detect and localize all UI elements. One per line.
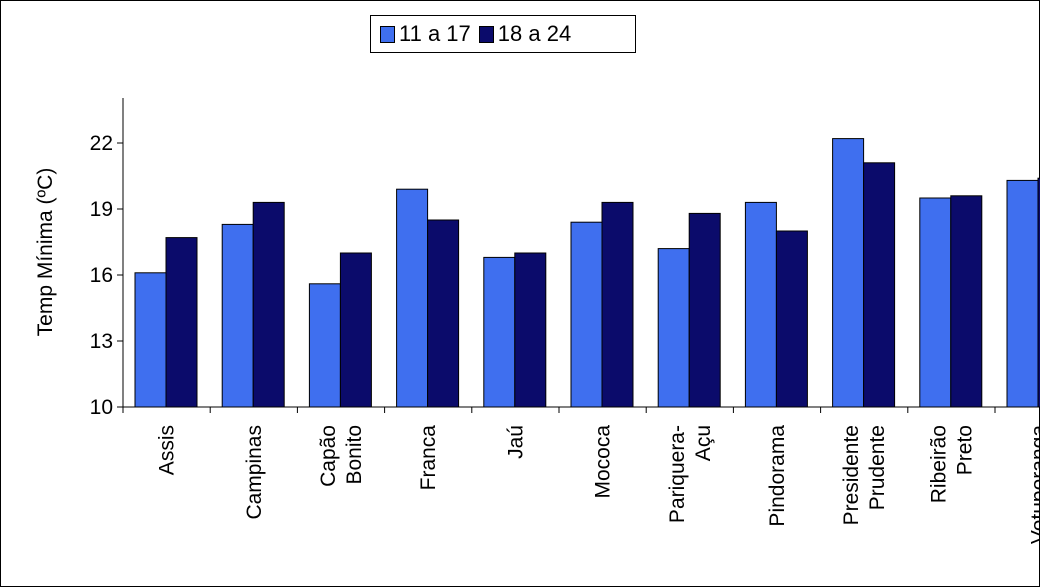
bar-series-1: [744, 201, 777, 408]
bar-series-2: [688, 212, 721, 408]
x-category-label: Assis: [156, 425, 179, 475]
bar-series-1: [221, 223, 254, 408]
x-axis: [122, 406, 1040, 413]
bar-series-2: [775, 230, 808, 408]
bar-series-1: [1006, 179, 1039, 408]
x-category-label: Bonito: [343, 425, 366, 485]
legend-item-series-1: 11 a 17: [380, 21, 471, 47]
x-category-label: Presidente: [840, 425, 863, 525]
x-category-label: Pariquera-: [666, 425, 689, 523]
bar-series-1: [308, 283, 341, 408]
y-tick-label: 13: [90, 330, 113, 353]
bar-series-2: [427, 219, 460, 408]
legend-label: 11 a 17: [399, 21, 471, 46]
x-category-label: Preto: [953, 425, 976, 475]
legend-swatch: [380, 25, 395, 43]
y-tick-label: 10: [90, 396, 113, 419]
legend-label: 18 a 24: [497, 21, 572, 46]
y-tick-label: 16: [90, 264, 113, 287]
legend-item-series-2: 18 a 24: [478, 21, 572, 47]
legend: 11 a 17 18 a 24: [370, 15, 636, 53]
bar-series-1: [657, 248, 690, 408]
bar-series-2: [165, 237, 198, 408]
bar-series-2: [863, 162, 896, 408]
x-category-label: Votuporanga: [1028, 425, 1040, 544]
x-category-label: Jaú: [504, 425, 527, 459]
bar-series-2: [1037, 177, 1040, 408]
x-category-label: Capão: [317, 425, 340, 487]
legend-swatch: [478, 25, 494, 43]
x-category-label: Mococa: [592, 425, 615, 499]
y-axis: 10 13 16 19 22: [90, 98, 124, 419]
x-category-label: Prudente: [866, 425, 889, 510]
x-category-label: Açu: [692, 425, 715, 461]
bars: [134, 138, 1040, 408]
bar-series-1: [134, 272, 167, 408]
x-category-label: Franca: [417, 425, 440, 491]
bar-series-2: [339, 252, 372, 408]
y-tick-label: 22: [90, 132, 113, 155]
bar-series-2: [950, 195, 983, 408]
bar-series-1: [396, 188, 429, 408]
bar-series-1: [570, 221, 603, 408]
y-axis-title: Temp Mínima (ºC): [34, 168, 57, 337]
bar-series-2: [601, 201, 634, 408]
y-tick-label: 19: [90, 198, 113, 221]
bar-series-2: [514, 252, 547, 408]
category-labels: Assis Campinas Capão Bonito Franca Jaú Mococa P…: [156, 425, 1040, 544]
x-category-label: Ribeirão: [927, 425, 950, 503]
x-category-label: Pindorama: [766, 425, 789, 527]
bar-series-1: [832, 138, 865, 408]
bar-series-2: [252, 201, 285, 408]
x-category-label: Campinas: [243, 425, 266, 520]
bar-series-1: [919, 197, 952, 408]
bar-series-1: [483, 256, 516, 408]
